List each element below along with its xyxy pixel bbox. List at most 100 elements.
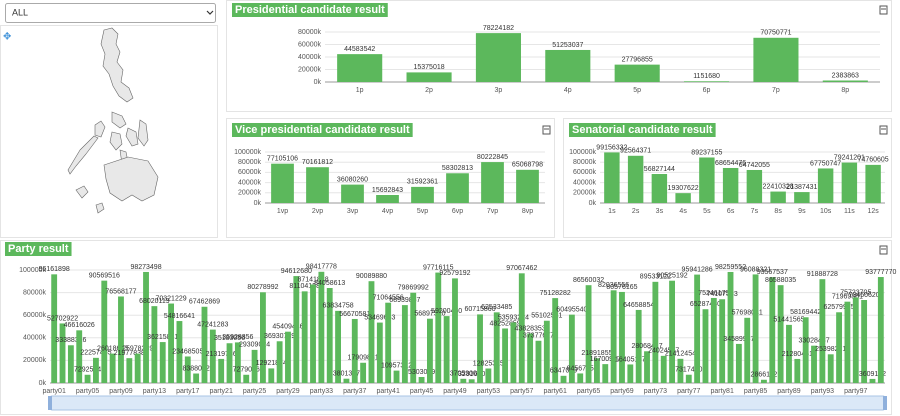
bar [786, 324, 792, 383]
data-label: 31592361 [407, 179, 438, 186]
move-icon[interactable]: ✥ [3, 32, 11, 43]
bar [360, 362, 367, 383]
data-label: 29309024 [239, 342, 270, 349]
bar [602, 364, 609, 383]
region-select[interactable] [5, 3, 216, 23]
data-label: 44583542 [344, 46, 375, 53]
x-tick-label: 7p [772, 87, 780, 94]
bar [376, 194, 399, 203]
data-label: 67462869 [189, 299, 220, 306]
bar [722, 167, 739, 203]
select-value[interactable]: ALL [12, 7, 28, 17]
bar [577, 373, 584, 383]
bar [446, 173, 469, 203]
x-tick-label: 2s [632, 208, 640, 215]
bar [368, 281, 375, 383]
export-icon[interactable] [879, 5, 888, 15]
data-label: 93777770 [865, 269, 896, 276]
y-tick-label: 80000k [573, 159, 596, 166]
data-label: 12825315 [473, 360, 504, 367]
bar [460, 378, 467, 383]
bar [794, 358, 801, 383]
bar [769, 277, 776, 383]
data-label: 74760605 [858, 157, 889, 164]
data-label: 80576165 [606, 284, 637, 291]
data-label: 19307622 [668, 185, 699, 192]
data-label: 17909881 [348, 355, 379, 362]
bar [477, 314, 483, 383]
title-banner [232, 123, 413, 137]
x-tick-label: party93 [811, 388, 834, 395]
bar [435, 272, 442, 383]
data-label: 75723705 [840, 289, 871, 296]
bar [168, 303, 174, 383]
data-label: 48252859 [489, 320, 520, 327]
data-label: 80222845 [477, 154, 508, 161]
bar [585, 285, 592, 383]
data-label: 22410328 [763, 183, 794, 190]
x-tick-label: party57 [510, 388, 533, 395]
x-tick-label: party97 [844, 388, 867, 395]
data-label: 21977838 [114, 350, 145, 357]
x-tick-label: 11s [844, 208, 855, 215]
data-label: 26018623 [97, 345, 128, 352]
data-label: 35928356 [222, 334, 253, 341]
data-label: 81104158 [289, 283, 320, 290]
title-banner [569, 123, 716, 137]
data-label: 1151680 [693, 73, 720, 80]
data-label: 68939867 [389, 297, 420, 304]
data-label: 51441565 [773, 317, 804, 324]
y-tick-label: 20000k [23, 357, 46, 364]
data-label: 5303049 [408, 369, 435, 376]
bar [260, 292, 266, 383]
zoom-handle[interactable] [883, 396, 887, 410]
y-tick-label: 80000k [298, 29, 321, 36]
bar [393, 370, 400, 383]
data-label: 2866112 [751, 372, 778, 379]
data-label: 86560032 [573, 277, 604, 284]
bar [306, 167, 329, 203]
x-tick-label: party29 [276, 388, 299, 395]
x-tick-label: 5vp [417, 208, 428, 215]
bar [84, 374, 91, 383]
data-label: 28068417 [631, 343, 662, 350]
y-tick-label: 20000k [238, 190, 261, 197]
data-label: 22257455 [80, 350, 111, 357]
data-label: 98259552 [715, 264, 746, 271]
bar [518, 273, 525, 383]
bar [744, 317, 751, 383]
export-icon[interactable] [879, 125, 888, 135]
bar [719, 299, 726, 383]
bar [865, 164, 881, 203]
zoom-handle[interactable] [48, 396, 52, 410]
bar [644, 351, 650, 383]
data-label: 71969881 [832, 294, 863, 301]
bar [337, 54, 383, 82]
data-label: 56827144 [644, 166, 675, 173]
data-label: 60715860 [464, 306, 495, 313]
bar [59, 323, 66, 383]
bar [176, 321, 183, 383]
x-tick-label: party69 [610, 388, 633, 395]
export-icon[interactable] [879, 245, 888, 255]
bar [822, 80, 868, 82]
data-label: 90525192 [656, 273, 687, 280]
bar [710, 297, 717, 383]
x-tick-label: 1s [608, 208, 616, 215]
data-label: 36930739 [264, 333, 295, 340]
bar [293, 276, 300, 383]
title-banner [232, 3, 388, 17]
bar [406, 72, 452, 82]
bar [310, 284, 316, 383]
x-tick-label: 6s [727, 208, 735, 215]
export-icon[interactable] [542, 125, 551, 135]
data-label: 36215881 [147, 334, 178, 341]
x-tick-label: 7s [751, 208, 759, 215]
data-label: 56897510 [414, 311, 445, 318]
data-label: 52702922 [47, 315, 78, 322]
zoom-slider[interactable] [49, 395, 886, 411]
data-label: 7292524 [74, 367, 101, 374]
data-label: 3281640 [458, 371, 485, 378]
data-label: 62533485 [481, 304, 512, 311]
